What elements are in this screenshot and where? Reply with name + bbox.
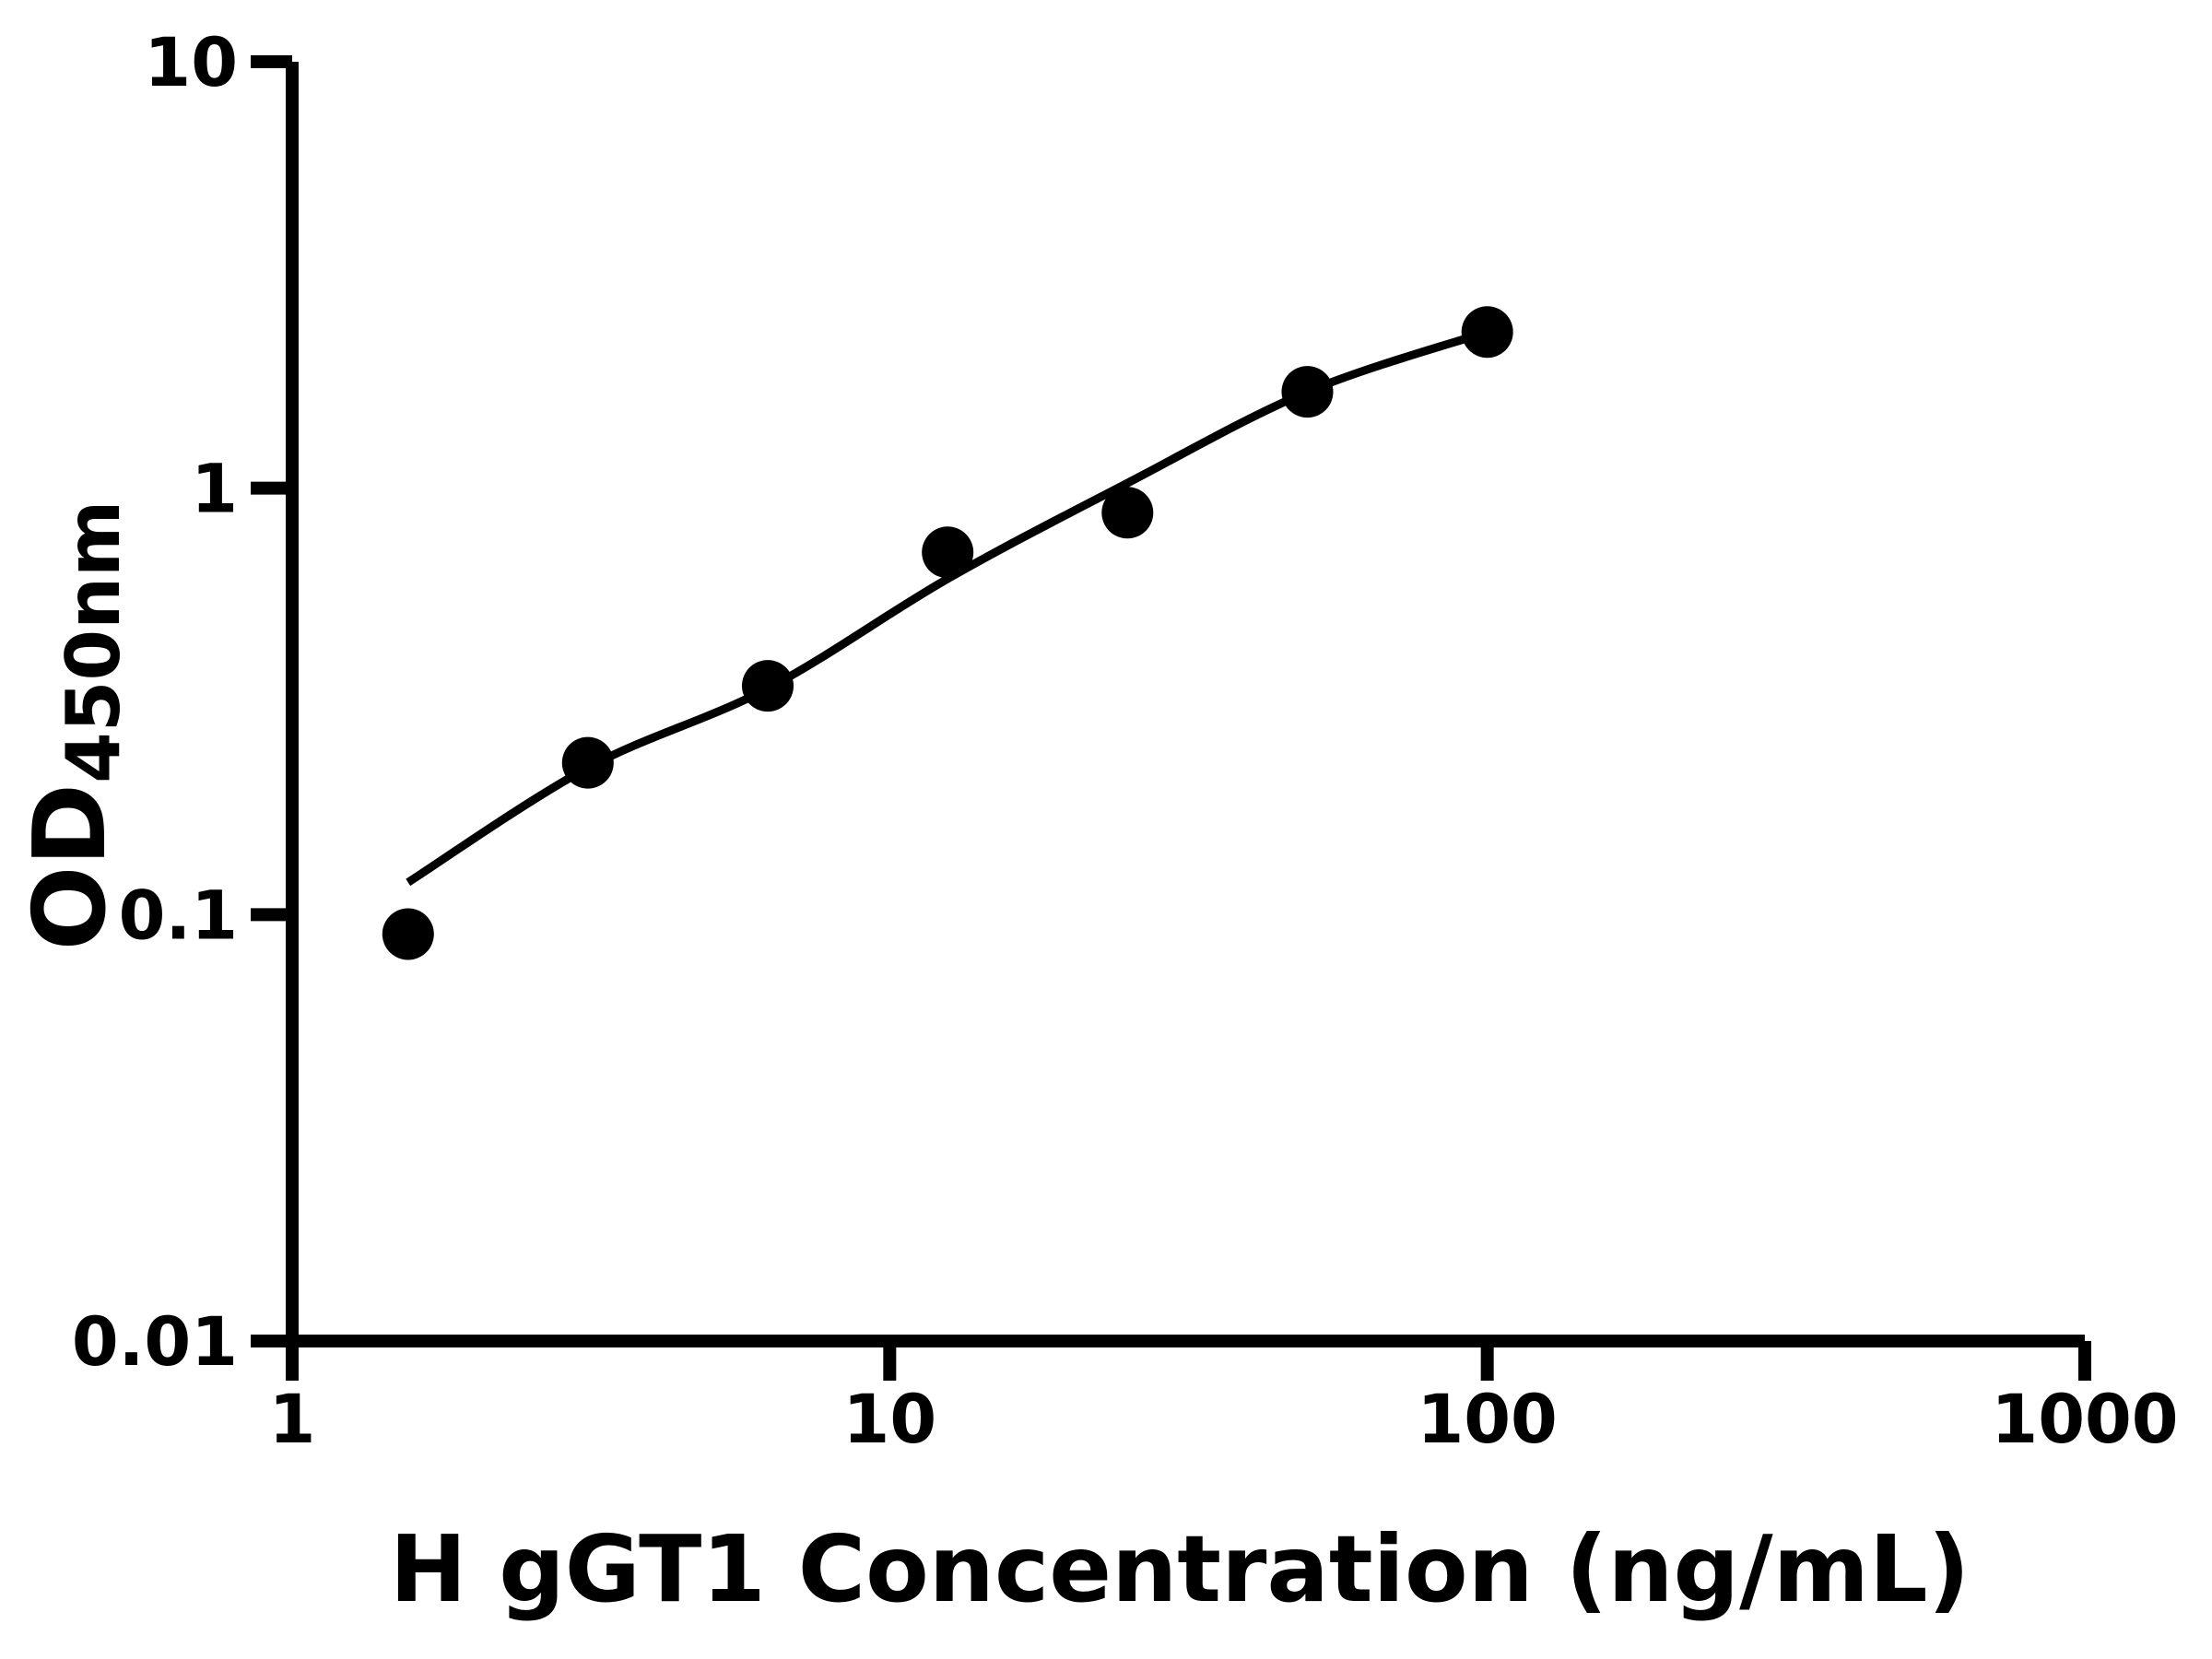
x-tick-label: 10 bbox=[843, 1381, 937, 1459]
data-point bbox=[742, 660, 794, 712]
y-tick-label: 0.01 bbox=[72, 1303, 238, 1382]
data-point bbox=[1101, 487, 1154, 539]
y-axis-title-sub: 450nm bbox=[51, 500, 136, 783]
y-tick-label: 10 bbox=[144, 24, 238, 102]
fit-curve bbox=[406, 327, 1489, 887]
y-axis-title-main: OD bbox=[13, 783, 128, 950]
x-tick-label: 1000 bbox=[1991, 1381, 2178, 1459]
x-tick-label: 1 bbox=[269, 1381, 316, 1459]
y-tick-label: 0.1 bbox=[119, 877, 238, 955]
data-point bbox=[922, 526, 974, 579]
y-axis-title: OD450nm bbox=[13, 500, 136, 951]
data-point bbox=[1281, 366, 1334, 418]
y-tick-label: 1 bbox=[191, 451, 238, 529]
x-tick-label: 100 bbox=[1417, 1381, 1557, 1459]
data-point bbox=[382, 908, 434, 960]
x-axis-title: H gGT1 Concentration (ng/mL) bbox=[390, 1515, 1971, 1623]
data-point bbox=[1461, 306, 1513, 359]
chart-generated-content: 10 1 0.1 0.01 1 10 100 1000 bbox=[72, 24, 2179, 1459]
data-point bbox=[561, 736, 614, 789]
